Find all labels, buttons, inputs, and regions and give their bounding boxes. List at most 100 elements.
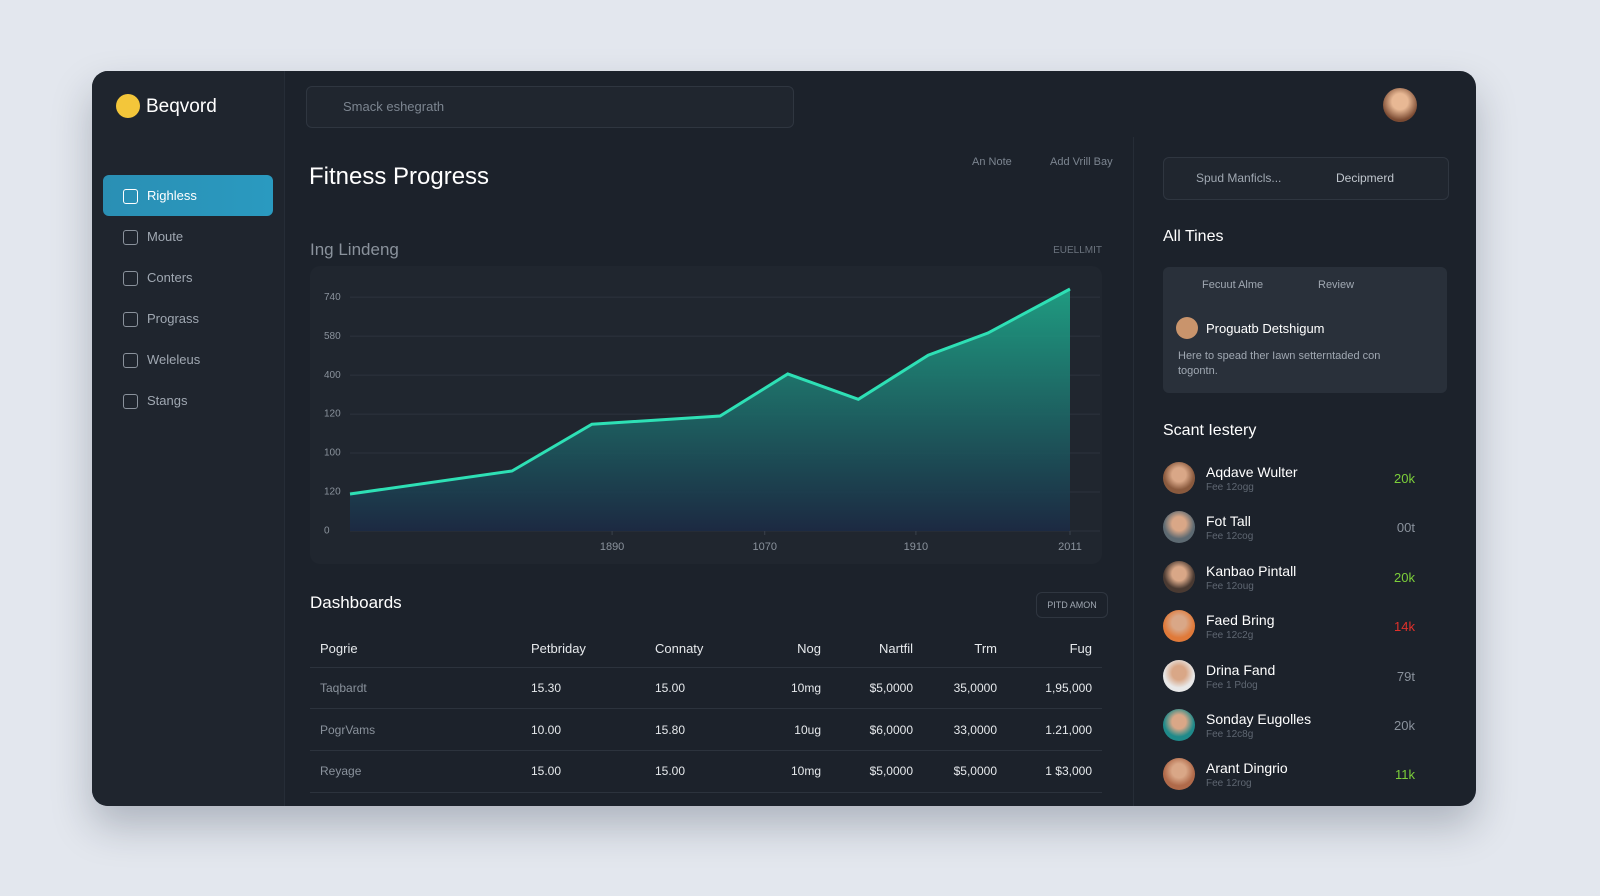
y-tick-label: 120 [324,487,341,498]
table-cell: 15.80 [655,722,686,737]
table-header: Petbriday [531,641,586,656]
list-name[interactable]: Faed Bring [1206,612,1275,629]
list-value: 11k [1395,767,1415,783]
nav-active-bg[interactable] [103,175,273,216]
y-tick-label: 100 [324,448,341,459]
y-tick-label: 120 [324,409,341,420]
divider [1133,137,1134,806]
search-box[interactable] [306,86,794,128]
table-title: Dashboards [310,593,402,612]
list-name[interactable]: Fot Tall [1206,513,1251,530]
avatar [1163,659,1195,692]
list-sub: Fee 12c2g [1206,630,1254,642]
x-tick-label: 1910 [904,541,928,553]
table-header: Connaty [655,641,704,656]
chart-annotation: EUELLMIT [1053,245,1102,256]
table-header: Pogrie [320,641,358,656]
y-tick-label: 400 [324,370,341,381]
x-tick-label: 1070 [752,541,776,553]
table-cell: 10ug [794,722,821,737]
table-cell: Taqbardt [320,681,367,695]
table-cell: $5,0000 [869,681,913,695]
nav-item[interactable]: Stangs [147,393,188,408]
row-line [310,750,1102,751]
row-line [310,667,1102,668]
avatar [1163,758,1195,791]
list-name[interactable]: Sonday Eugolles [1206,711,1312,727]
table-cell: 10mg [790,764,821,778]
nav-item[interactable]: Prograss [147,311,200,326]
dropdown[interactable]: Decipmerd [1336,171,1395,185]
table-cell: 35,0000 [953,681,997,695]
y-tick-label: 740 [324,292,341,303]
main-title: Fitness Progress [309,163,490,190]
brand: Beqvord [146,96,217,117]
table-cell: PogrVams [320,722,376,737]
search-placeholder: Smack eshegrath [343,99,445,114]
info-card [1163,267,1447,393]
list-sub: Fee 12c8g [1206,729,1254,740]
table-header: Fug [1069,641,1092,656]
nav-item[interactable]: Righless [147,188,197,203]
table-cell: 1 $3,000 [1045,764,1092,778]
logo [116,94,140,118]
avatar [1163,511,1195,544]
card-name: Proguatb Detshigum [1206,321,1325,336]
list-sub: Fee 1 Pdog [1206,679,1258,691]
section-title: Scant Iestery [1163,422,1257,439]
list-name[interactable]: Arant Dingrio [1206,760,1288,777]
list-name[interactable]: Drina Fand [1206,661,1276,678]
nav-item[interactable]: Moute [147,229,184,244]
x-tick-label: 1890 [600,541,624,553]
list-value: 79t [1396,668,1415,684]
nav-icon [123,394,138,409]
list-sub: Fee 12oug [1206,580,1254,592]
chart: 0 120 100 120 400 580 740 1890 1070 1910 2011 [310,266,1102,564]
table-header: Nog [797,641,821,656]
list-value: 20k [1394,569,1415,585]
tab[interactable]: Fecuut Alme [1202,279,1264,291]
row-line [310,792,1102,793]
table-button[interactable]: PITD AMON [1036,592,1108,618]
table-cell: 15.00 [655,764,686,778]
nav-icon [123,353,138,368]
y-tick-label: 580 [324,331,341,342]
nav-icon [123,189,138,204]
table-cell: 15.30 [531,681,562,695]
nav-item[interactable]: Weleleus [147,352,201,367]
tab[interactable]: Review [1318,279,1355,291]
table-cell: 10.00 [531,722,562,737]
card-text: Here to spead ther Iawn setterntaded con… [1178,350,1381,377]
x-tick-label: 2011 [1058,541,1082,553]
table-cell: Reyage [320,764,362,778]
list-value: 20k [1394,471,1415,486]
nav-item[interactable]: Conters [147,270,193,285]
table-header: Trm [974,641,997,656]
chart-title: Ing Lindeng [310,240,399,259]
avatar [1163,610,1195,643]
list-value: 00t [1396,520,1415,536]
table-cell: 1,95,000 [1045,681,1092,695]
user-avatar[interactable] [1383,88,1417,122]
area-fill [350,288,1070,531]
list-sub: Fee 12ogg [1206,482,1254,493]
list-value: 20k [1394,718,1415,733]
filter[interactable]: An Note [972,156,1012,168]
right-search-text: Spud Manficls... [1196,171,1282,185]
nav-icon [123,230,138,245]
avatar [1163,709,1195,741]
avatar [1163,560,1195,593]
right-search[interactable] [1163,157,1449,200]
nav-icon [123,271,138,286]
list-name[interactable]: Aqdave Wulter [1206,464,1298,480]
row-line [310,708,1102,709]
y-tick-label: 0 [324,526,330,537]
table-cell: 1.21,000 [1045,722,1092,737]
filter[interactable]: Add Vrill Bay [1050,156,1113,168]
avatar [1163,462,1195,494]
list-name[interactable]: Kanbao Pintall [1206,562,1297,579]
table-cell: $5,0000 [869,764,913,778]
table-header: Nartfil [879,641,913,656]
table-cell: 15.00 [531,764,562,778]
